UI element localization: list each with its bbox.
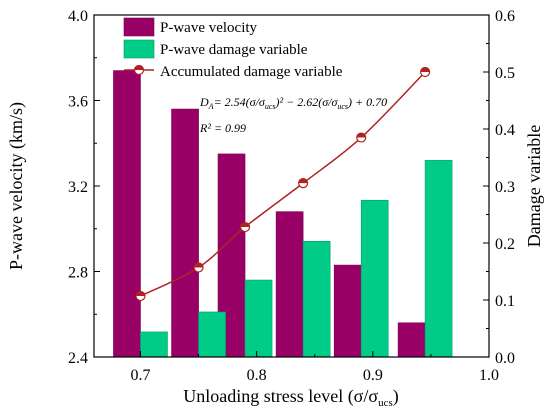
x-tick-label: 0.9 bbox=[363, 367, 383, 384]
velocity-bar bbox=[275, 211, 304, 358]
y-axis-left-title: P-wave velocity (km/s) bbox=[6, 102, 27, 270]
velocity-bar bbox=[171, 108, 199, 358]
legend-label-accumulated: Accumulated damage variable bbox=[160, 64, 343, 80]
y-left-tick-label: 3.2 bbox=[68, 179, 88, 196]
y-axis-left: 2.4 2.8 3.2 3.6 4.0 bbox=[68, 8, 100, 367]
legend-label-velocity: P-wave velocity bbox=[160, 20, 258, 36]
y-left-tick-label: 3.6 bbox=[68, 94, 88, 111]
y-axis-right: 0.0 0.1 0.2 0.3 0.4 0.5 0.6 bbox=[483, 8, 515, 367]
y-right-tick-label: 0.5 bbox=[495, 65, 515, 82]
damage-bar bbox=[244, 279, 273, 358]
damage-bars bbox=[140, 160, 453, 358]
y-right-tick-label: 0.6 bbox=[495, 8, 515, 25]
fit-equation: DA= 2.54(σ/σucs)² − 2.62(σ/σucs) + 0.70 bbox=[199, 95, 387, 111]
legend: P-wave velocity P-wave damage variable A… bbox=[123, 17, 343, 80]
accumulated-damage-point bbox=[420, 66, 431, 78]
damage-bar bbox=[198, 311, 226, 358]
accumulated-damage-point bbox=[135, 290, 146, 302]
velocity-bar bbox=[113, 70, 141, 358]
y-right-tick-label: 0.0 bbox=[495, 350, 515, 367]
legend-label-damage: P-wave damage variable bbox=[160, 42, 308, 58]
fit-r-squared: R² = 0.99 bbox=[199, 121, 246, 135]
y-right-tick-label: 0.1 bbox=[495, 293, 515, 310]
x-tick-label: 0.7 bbox=[130, 367, 150, 384]
y-left-tick-label: 2.4 bbox=[68, 350, 88, 367]
accumulated-damage-point bbox=[298, 178, 309, 189]
damage-bar bbox=[302, 240, 331, 358]
accumulated-damage-curve bbox=[140, 71, 426, 297]
y-axis-right-title: Damage variable bbox=[524, 125, 544, 247]
velocity-bars bbox=[113, 70, 426, 358]
y-left-tick-label: 4.0 bbox=[68, 8, 88, 25]
y-left-tick-label: 2.8 bbox=[68, 265, 88, 282]
x-tick-label: 1.0 bbox=[479, 367, 499, 384]
accumulated-damage-point bbox=[193, 262, 204, 273]
accumulated-damage-point bbox=[239, 221, 251, 233]
x-tick-label: 0.8 bbox=[247, 367, 267, 384]
legend-swatch-velocity bbox=[123, 17, 155, 37]
accumulated-damage-point bbox=[356, 132, 367, 143]
accumulated-damage-points bbox=[135, 66, 431, 302]
damage-bar bbox=[424, 160, 453, 358]
legend-swatch-damage bbox=[123, 39, 155, 59]
y-right-tick-label: 0.3 bbox=[495, 179, 515, 196]
x-axis-title: Unloading stress level (σ/σucs) bbox=[183, 386, 399, 409]
velocity-bar bbox=[333, 264, 362, 358]
damage-bar bbox=[140, 331, 168, 358]
y-right-tick-label: 0.2 bbox=[495, 236, 515, 253]
x-axis: 0.7 0.8 0.9 1.0 bbox=[130, 351, 499, 384]
y-right-tick-label: 0.4 bbox=[495, 122, 515, 139]
damage-bar bbox=[360, 199, 389, 358]
velocity-bar bbox=[397, 322, 426, 358]
legend-marker-accumulated-fill bbox=[134, 65, 144, 70]
